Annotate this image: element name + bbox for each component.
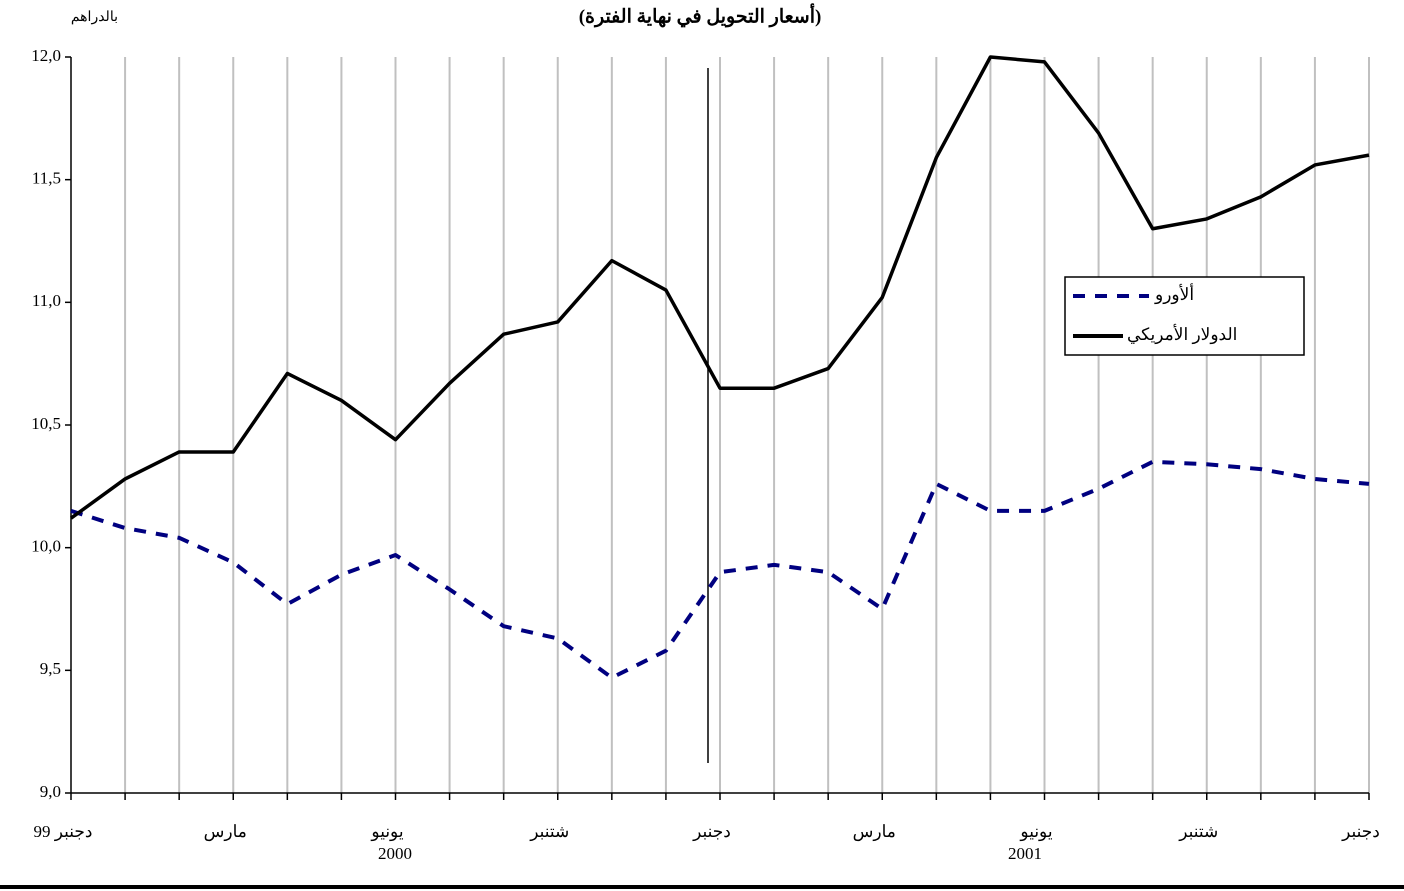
legend-label: ألأورو [1154, 283, 1194, 305]
year-label: 2000 [378, 844, 412, 863]
y-tick-label: 11,0 [32, 291, 61, 310]
x-tick-label: شتنبر [529, 822, 569, 842]
x-tick-label: مارس [204, 822, 247, 842]
x-tick-label: دجنبر 99 [34, 822, 93, 842]
legend-label: الدولار الأمريكي [1127, 324, 1237, 345]
x-tick-label: مارس [853, 822, 896, 842]
x-tick-label: يونيو [370, 822, 403, 842]
y-tick-label: 12,0 [31, 46, 61, 65]
chart-title: (أسعار التحويل في نهاية الفترة) [579, 2, 822, 28]
y-tick-label: 10,0 [31, 537, 61, 556]
legend-box [1064, 276, 1305, 356]
y-tick-label: 9,5 [40, 659, 61, 678]
series-line [69, 55, 1370, 520]
y-tick-label: 9,0 [40, 782, 61, 801]
y-tick-label: 11,5 [32, 169, 61, 188]
y-axis-label: بالدراهم [71, 10, 118, 25]
x-tick-label: شتنبر [1178, 822, 1218, 842]
year-label: 2001 [1008, 844, 1042, 863]
x-tick-label: دجنبر [1341, 822, 1380, 842]
x-tick-label: يونيو [1019, 822, 1052, 842]
y-tick-label: 10,5 [31, 414, 61, 433]
x-tick-label: دجنبر [692, 822, 731, 842]
